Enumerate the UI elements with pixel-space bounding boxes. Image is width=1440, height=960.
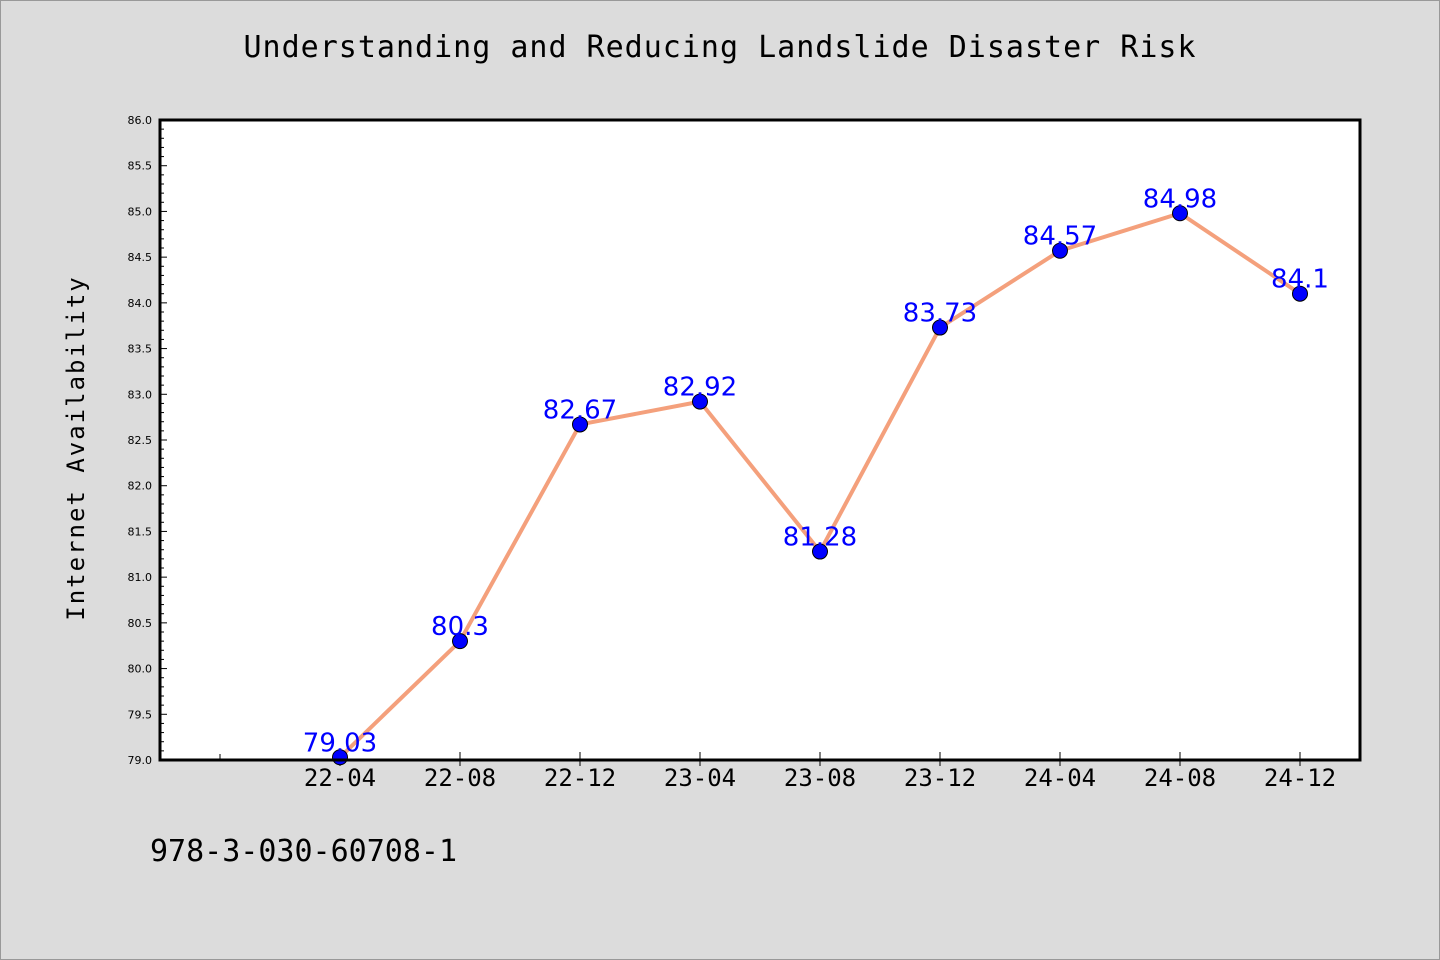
- data-label: 83.73: [903, 299, 977, 329]
- data-point: [692, 393, 708, 410]
- data-label: 82.92: [663, 373, 737, 403]
- y-tick-label: 86.0: [128, 114, 153, 127]
- y-tick-label: 82.5: [128, 434, 153, 447]
- y-tick-label: 85.0: [128, 205, 153, 218]
- x-tick-label: 24-04: [1024, 764, 1096, 792]
- y-tick-label: 79.0: [128, 754, 153, 767]
- plot-border: [158, 118, 1362, 762]
- data-point: [1052, 242, 1068, 259]
- data-label: 82.67: [543, 395, 617, 425]
- x-tick-label: 23-08: [784, 764, 856, 792]
- data-label: 84.1: [1271, 265, 1329, 295]
- y-tick-label: 85.5: [128, 160, 153, 173]
- data-label: 84.98: [1143, 184, 1217, 214]
- data-label: 79.03: [303, 728, 377, 758]
- data-point: [452, 633, 468, 650]
- data-point: [932, 319, 948, 336]
- x-tick-label: 24-12: [1264, 764, 1336, 792]
- x-tick-label: 22-12: [544, 764, 616, 792]
- footer-id-text: 978-3-030-60708-1: [150, 834, 458, 869]
- x-tick-label: 22-04: [304, 764, 376, 792]
- x-tick-label: 23-04: [664, 764, 736, 792]
- y-tick-label: 84.0: [128, 297, 153, 310]
- y-axis-ticks: 79.0 79.5 80.0 80.5 81.0 81.5 82.0 82.5 83.0 83.5…: [128, 114, 167, 767]
- data-label: 80.3: [431, 612, 489, 642]
- series-group: 79.03 80.3 82.67 82.92 81.28 83.73 84.57 84.98 8…: [303, 184, 1329, 766]
- y-tick-label: 83.0: [128, 388, 153, 401]
- chart-title: Understanding and Reducing Landslide Dis…: [243, 30, 1197, 65]
- x-tick-label: 22-08: [424, 764, 496, 792]
- y-tick-label: 81.0: [128, 571, 153, 584]
- data-point: [572, 416, 588, 433]
- y-tick-label: 81.5: [128, 525, 153, 538]
- y-tick-label: 82.0: [128, 480, 153, 493]
- data-point: [812, 543, 828, 560]
- x-tick-label: 24-08: [1144, 764, 1216, 792]
- plot-area: [160, 120, 1360, 760]
- data-label: 81.28: [783, 523, 857, 553]
- y-tick-label: 79.5: [128, 708, 153, 721]
- y-tick-label: 80.0: [128, 663, 153, 676]
- y-tick-label: 80.5: [128, 617, 153, 630]
- data-point: [1292, 285, 1308, 302]
- x-tick-label: 23-12: [904, 764, 976, 792]
- data-label: 84.57: [1023, 222, 1097, 252]
- data-point: [1172, 205, 1188, 222]
- y-tick-label: 83.5: [128, 343, 153, 356]
- y-tick-label: 84.5: [128, 251, 153, 264]
- x-axis-ticks: 22-04 22-08 22-12 23-04 23-08 23-12 24-04 24-08…: [219, 752, 1336, 792]
